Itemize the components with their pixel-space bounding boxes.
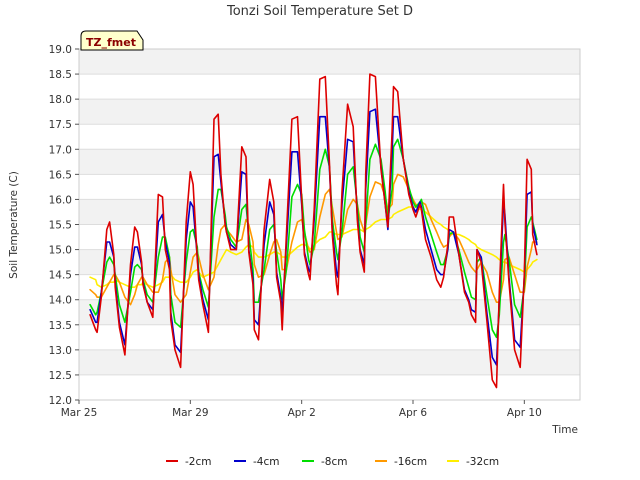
grid-band (79, 49, 580, 75)
grid-band (79, 99, 580, 125)
x-tick-label: Mar 29 (172, 407, 209, 419)
legend-label: -16cm (394, 456, 427, 468)
y-tick-label: 16.0 (49, 194, 72, 206)
badge-label: TZ_fmet (86, 36, 136, 49)
chart-title: Tonzi Soil Temperature Set D (226, 4, 413, 19)
y-tick-label: 18.5 (49, 69, 72, 81)
y-axis-ticks: 12.0 12.5 13.0 13.5 14.0 14.5 15.0 15.5 16.0 16.5… (49, 44, 79, 407)
y-tick-label: 17.0 (49, 144, 72, 156)
y-tick-label: 18.0 (49, 94, 72, 106)
grid-band (79, 299, 580, 325)
y-tick-label: 14.0 (49, 295, 72, 307)
x-tick-label: Mar 25 (61, 407, 98, 419)
series-line-2cm (89, 73, 538, 389)
y-tick-label: 12.5 (49, 370, 72, 382)
grid-band (79, 349, 580, 375)
legend: -2cm -4cm -8cm -16cm -32cm (166, 456, 499, 468)
y-tick-label: 14.5 (49, 270, 72, 282)
legend-label: -32cm (466, 456, 499, 468)
x-tick-label: Apr 2 (288, 407, 316, 419)
legend-label: -2cm (185, 456, 211, 468)
y-axis-label: Soil Temperature (C) (8, 171, 20, 279)
x-tick-label: Apr 10 (507, 407, 542, 419)
y-tick-label: 17.5 (49, 119, 72, 131)
y-tick-label: 15.5 (49, 220, 72, 232)
y-tick-label: 13.0 (49, 345, 72, 357)
x-tick-label: Apr 6 (399, 407, 428, 419)
station-badge: TZ_fmet (80, 30, 144, 51)
badge-box (80, 30, 144, 51)
y-tick-label: 16.5 (49, 169, 72, 181)
series-lines (89, 73, 538, 389)
legend-label: -8cm (321, 456, 347, 468)
grid-band (79, 249, 580, 275)
x-axis-label: Time (551, 424, 578, 436)
x-axis-ticks: Mar 25 Mar 29 Apr 2 Apr 6 Apr 10 (61, 400, 542, 419)
y-tick-label: 19.0 (49, 44, 72, 56)
y-tick-label: 15.0 (49, 245, 72, 257)
y-tick-label: 12.0 (49, 395, 72, 407)
legend-label: -4cm (253, 456, 279, 468)
y-tick-label: 13.5 (49, 320, 72, 332)
